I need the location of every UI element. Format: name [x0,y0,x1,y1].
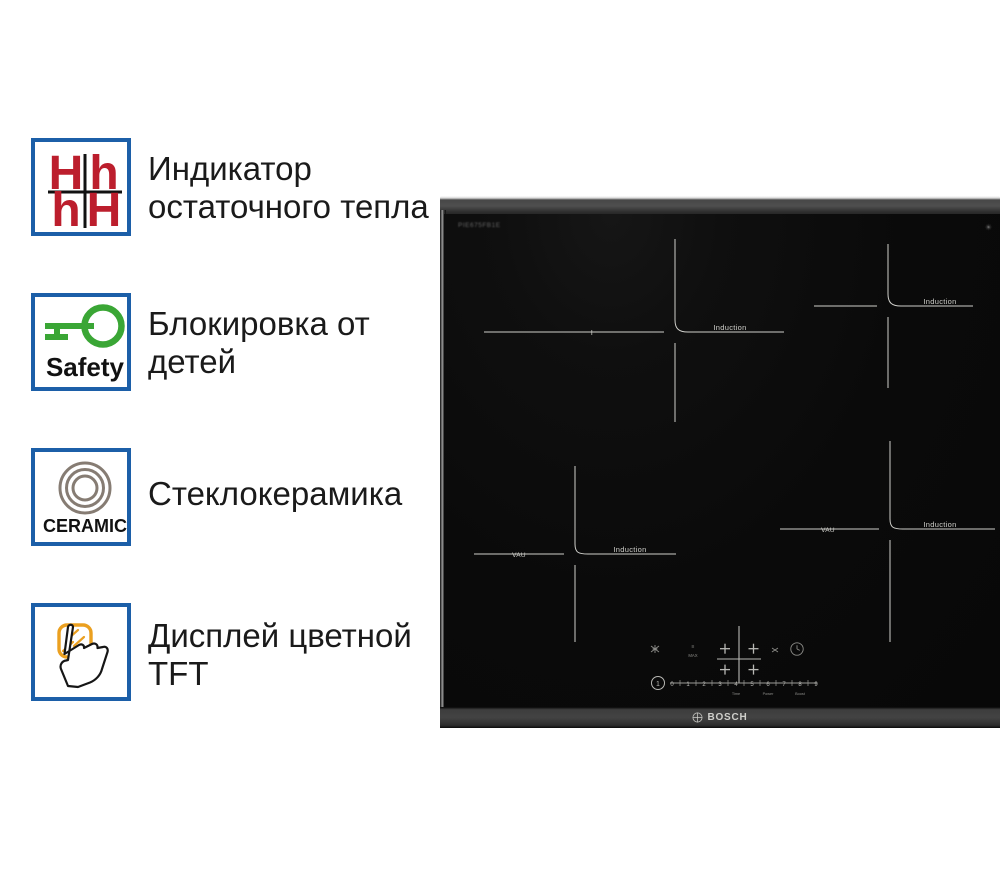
svg-text:Boost: Boost [795,692,806,696]
svg-text:1: 1 [656,681,660,688]
svg-text:MAX: MAX [688,653,697,658]
svg-text:Power: Power [763,692,774,696]
svg-text:H: H [87,184,122,237]
svg-text:Safety: Safety [46,352,125,382]
svg-text:Time: Time [732,692,740,696]
svg-text:9: 9 [814,682,818,688]
svg-text:h: h [51,184,80,237]
svg-text:CERAMIC: CERAMIC [43,516,127,536]
svg-text:≡: ≡ [692,644,695,650]
